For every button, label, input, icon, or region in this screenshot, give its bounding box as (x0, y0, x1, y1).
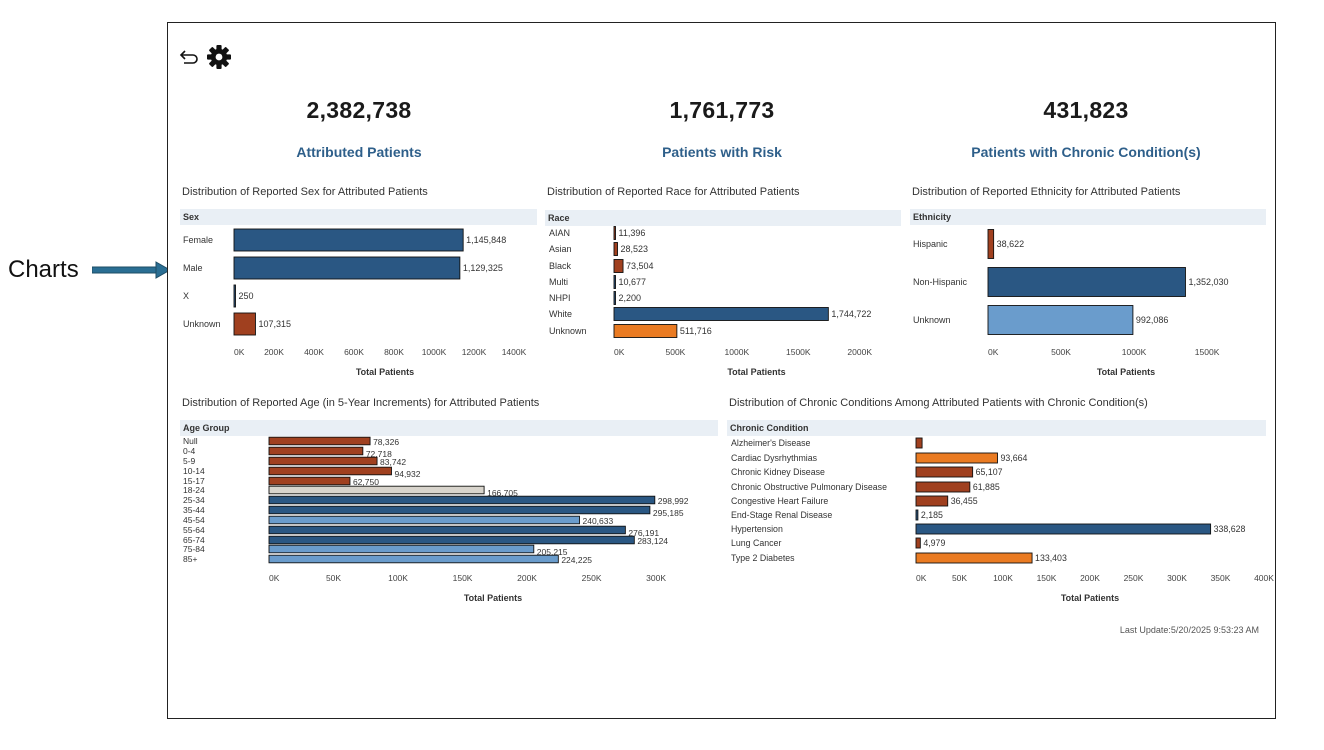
gear-icon[interactable] (206, 44, 232, 70)
kpi-value: 431,823 (1043, 97, 1129, 123)
axis-title-chronic: Total Patients (1060, 593, 1120, 603)
chart-title-chronic: Distribution of Chronic Conditions Among… (729, 397, 1148, 409)
dimension-header-race: Race (545, 210, 901, 226)
dimension-header-sex: Sex (180, 209, 537, 225)
axis-title-ethnicity: Total Patients (1096, 367, 1156, 377)
kpi-patients-with-chronic-conditions: 431,823 Patients with Chronic Condition(… (906, 97, 1266, 160)
kpi-patients-with-risk: 1,761,773 Patients with Risk (542, 97, 902, 160)
kpi-attributed-patients: 2,382,738 Attributed Patients (179, 97, 539, 160)
chart-title-ethnicity: Distribution of Reported Ethnicity for A… (912, 186, 1181, 198)
kpi-label[interactable]: Attributed Patients (296, 144, 422, 160)
chart-title-sex: Distribution of Reported Sex for Attribu… (182, 186, 428, 198)
kpi-value: 2,382,738 (306, 97, 412, 123)
axis-title-sex: Total Patients (355, 367, 415, 377)
axis-title-race: Total Patients (727, 367, 786, 377)
dashboard-frame (167, 22, 1276, 719)
kpi-value: 1,761,773 (669, 97, 775, 123)
chart-title-race: Distribution of Reported Race for Attrib… (547, 186, 800, 198)
axis-title-age: Total Patients (463, 593, 523, 603)
charts-callout-label: Charts (8, 256, 79, 283)
callout-arrow-icon (92, 261, 172, 279)
undo-icon[interactable] (178, 46, 200, 68)
last-update-timestamp: Last Update:5/20/2025 9:53:23 AM (1119, 625, 1259, 635)
kpi-label[interactable]: Patients with Risk (662, 144, 782, 160)
kpi-label[interactable]: Patients with Chronic Condition(s) (971, 144, 1201, 160)
dimension-header-age: Age Group (180, 420, 718, 436)
toolbar (178, 44, 232, 70)
chart-title-age: Distribution of Reported Age (in 5-Year … (182, 397, 540, 409)
dimension-header-chronic: Chronic Condition (727, 420, 1266, 436)
dimension-header-ethnicity: Ethnicity (910, 209, 1266, 225)
